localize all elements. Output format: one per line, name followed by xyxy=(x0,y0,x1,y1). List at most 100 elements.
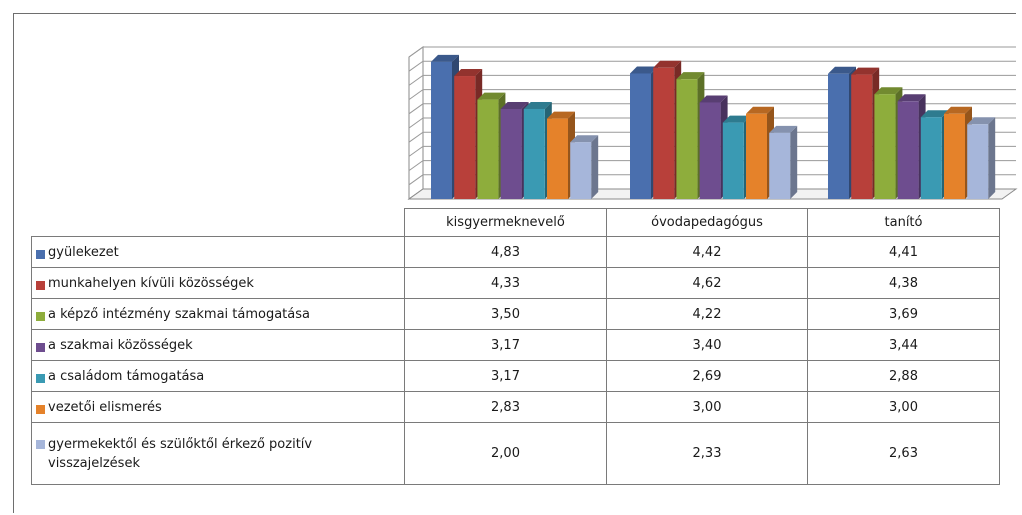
value-cell: 2,00 xyxy=(404,422,607,485)
value-cell: 2,33 xyxy=(606,422,808,485)
bar xyxy=(454,76,476,199)
bar xyxy=(722,122,744,199)
gridline xyxy=(408,131,1016,143)
bar xyxy=(630,73,651,199)
series-label-cell: a szakmai közösségek xyxy=(31,329,405,361)
value-cell: 2,69 xyxy=(606,360,808,392)
series-label-cell: munkahelyen kívüli közösségek xyxy=(31,267,405,299)
value-cell: 4,83 xyxy=(404,236,607,268)
value-cell: 4,62 xyxy=(606,267,808,299)
bar xyxy=(851,74,873,199)
gridline xyxy=(408,160,1016,172)
gridline xyxy=(408,89,1016,101)
bar-top xyxy=(570,135,599,143)
series-label-cell: a családom támogatása xyxy=(31,360,405,392)
legend-swatch xyxy=(36,439,45,449)
table-row: a szakmai közösségek 3,17 3,40 3,44 xyxy=(31,329,1000,361)
bar xyxy=(477,99,499,199)
value-cell: 3,00 xyxy=(807,391,1000,423)
value-cell: 4,42 xyxy=(606,236,808,268)
bar-top xyxy=(431,54,459,62)
bar-top xyxy=(746,106,774,114)
series-label-cell: vezetői elismerés xyxy=(31,391,405,423)
gridline xyxy=(408,60,1016,72)
table-row: a képző intézmény szakmai támogatása 3,50… xyxy=(31,298,1000,330)
bar-top xyxy=(769,125,798,133)
bar xyxy=(500,108,522,199)
table-row: a családom támogatása 3,17 2,69 2,88 xyxy=(31,360,1000,392)
bar-side xyxy=(591,135,599,199)
legend-label: vezetői elismerés xyxy=(48,399,162,415)
value-cell: 3,44 xyxy=(807,329,1000,361)
value-cell: 3,17 xyxy=(404,360,607,392)
bar-top xyxy=(722,115,751,123)
series-label-cell: gyülekezet xyxy=(31,236,405,268)
bar-top xyxy=(699,95,728,103)
gridline xyxy=(408,145,1016,157)
series-label-cell: gyermekektől és szülőktől érkező pozitív… xyxy=(31,422,405,485)
bar xyxy=(523,108,545,199)
bar-top xyxy=(874,87,903,95)
bar xyxy=(769,132,791,199)
bar xyxy=(874,94,896,199)
bar-top xyxy=(944,106,972,114)
value-cell: 3,40 xyxy=(606,329,808,361)
legend-swatch xyxy=(36,311,45,321)
legend-swatch xyxy=(36,280,45,290)
value-cell: 4,41 xyxy=(807,236,1000,268)
bar xyxy=(431,61,452,199)
legend-label: a családom támogatása xyxy=(48,368,205,384)
legend-swatch xyxy=(36,249,45,259)
bar-side xyxy=(790,125,798,199)
gridline xyxy=(408,74,1016,86)
bar-top xyxy=(851,67,880,75)
bar-top xyxy=(897,94,926,102)
bar xyxy=(699,102,721,199)
bar xyxy=(897,101,919,199)
table-row: munkahelyen kívüli közösségek 4,33 4,62 4,3… xyxy=(31,267,1000,299)
chart-frame xyxy=(13,13,1016,513)
category-header: kisgyermeknevelő xyxy=(404,208,607,237)
bar xyxy=(676,79,698,199)
legend-swatch xyxy=(36,342,45,352)
bar-top xyxy=(967,117,996,125)
bar-top xyxy=(828,66,856,74)
bar xyxy=(920,117,942,199)
value-cell: 4,22 xyxy=(606,298,808,330)
bar-top xyxy=(676,72,705,80)
bar xyxy=(653,67,675,200)
value-cell: 2,83 xyxy=(404,391,607,423)
value-cell: 3,50 xyxy=(404,298,607,330)
gridline xyxy=(408,46,1016,58)
table-row: gyülekezet 4,83 4,42 4,41 xyxy=(31,236,1000,268)
category-header: tanító xyxy=(807,208,1000,237)
bar-top xyxy=(920,110,949,118)
bar-top xyxy=(454,69,483,77)
legend-swatch xyxy=(36,404,45,414)
bar-side xyxy=(988,117,996,199)
legend-label: gyülekezet xyxy=(48,244,119,260)
table-corner xyxy=(32,209,405,237)
legend-label: munkahelyen kívüli közösségek xyxy=(48,275,254,291)
bar xyxy=(570,142,592,199)
value-cell: 3,00 xyxy=(606,391,808,423)
bar-top xyxy=(477,92,506,100)
value-cell: 4,33 xyxy=(404,267,607,299)
value-cell: 2,63 xyxy=(807,422,1000,485)
table-body: gyülekezet 4,83 4,42 4,41 munkahelyen kívüli… xyxy=(31,236,1000,485)
table-row: gyermekektől és szülőktől érkező pozitív… xyxy=(31,422,1000,485)
gridline xyxy=(408,174,1016,186)
bar xyxy=(944,113,965,199)
value-cell: 4,38 xyxy=(807,267,1000,299)
legend-swatch xyxy=(36,373,45,383)
table-row: vezetői elismerés 2,83 3,00 3,00 xyxy=(31,391,1000,423)
bar-top xyxy=(523,101,552,109)
gridline xyxy=(408,117,1016,129)
value-cell: 2,88 xyxy=(807,360,1000,392)
legend-label: a szakmai közösségek xyxy=(48,337,193,353)
gridline xyxy=(408,103,1016,115)
table-header-row: kisgyermeknevelő óvodapedagógus tanító xyxy=(32,208,1000,237)
bar-top xyxy=(547,111,575,119)
legend-label: a képző intézmény szakmai támogatása xyxy=(48,306,310,322)
